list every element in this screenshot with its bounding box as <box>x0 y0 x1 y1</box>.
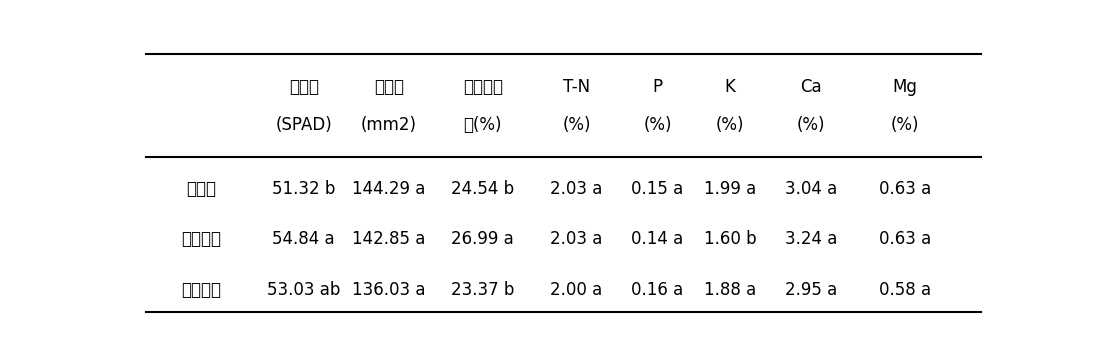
Text: T-N: T-N <box>563 78 590 96</box>
Text: 1.88 a: 1.88 a <box>704 281 756 299</box>
Text: 단초처리: 단초처리 <box>182 230 221 248</box>
Text: 0.63 a: 0.63 a <box>879 180 931 197</box>
Text: 0.58 a: 0.58 a <box>879 281 931 299</box>
Text: 장초처리: 장초처리 <box>182 281 221 299</box>
Text: 144.29 a: 144.29 a <box>352 180 426 197</box>
Text: P: P <box>652 78 662 96</box>
Text: 0.14 a: 0.14 a <box>631 230 683 248</box>
Text: 0.63 a: 0.63 a <box>879 230 931 248</box>
Text: 53.03 ab: 53.03 ab <box>267 281 340 299</box>
Text: 2.03 a: 2.03 a <box>550 180 603 197</box>
Text: (mm2): (mm2) <box>361 116 417 134</box>
Text: 136.03 a: 136.03 a <box>352 281 426 299</box>
Text: 26.99 a: 26.99 a <box>451 230 514 248</box>
Text: 량(%): 량(%) <box>463 116 502 134</box>
Text: (%): (%) <box>796 116 825 134</box>
Text: 2.95 a: 2.95 a <box>785 281 837 299</box>
Text: 0.16 a: 0.16 a <box>631 281 683 299</box>
Text: 엽면적: 엽면적 <box>374 78 404 96</box>
Text: 1.99 a: 1.99 a <box>704 180 756 197</box>
Text: Ca: Ca <box>800 78 822 96</box>
Text: K: K <box>725 78 736 96</box>
Text: 3.04 a: 3.04 a <box>785 180 837 197</box>
Text: (%): (%) <box>716 116 745 134</box>
Text: 54.84 a: 54.84 a <box>273 230 336 248</box>
Text: 건물중함: 건물중함 <box>463 78 503 96</box>
Text: 51.32 b: 51.32 b <box>272 180 336 197</box>
Text: 23.37 b: 23.37 b <box>451 281 515 299</box>
Text: 무처리: 무처리 <box>186 180 217 197</box>
Text: 142.85 a: 142.85 a <box>352 230 426 248</box>
Text: (%): (%) <box>644 116 672 134</box>
Text: Mg: Mg <box>892 78 917 96</box>
Text: 3.24 a: 3.24 a <box>784 230 837 248</box>
Text: 엽록소: 엽록소 <box>288 78 319 96</box>
Text: (%): (%) <box>891 116 918 134</box>
Text: (%): (%) <box>562 116 591 134</box>
Text: 0.15 a: 0.15 a <box>631 180 683 197</box>
Text: 2.00 a: 2.00 a <box>550 281 603 299</box>
Text: 24.54 b: 24.54 b <box>451 180 515 197</box>
Text: 1.60 b: 1.60 b <box>704 230 757 248</box>
Text: (SPAD): (SPAD) <box>275 116 332 134</box>
Text: 2.03 a: 2.03 a <box>550 230 603 248</box>
